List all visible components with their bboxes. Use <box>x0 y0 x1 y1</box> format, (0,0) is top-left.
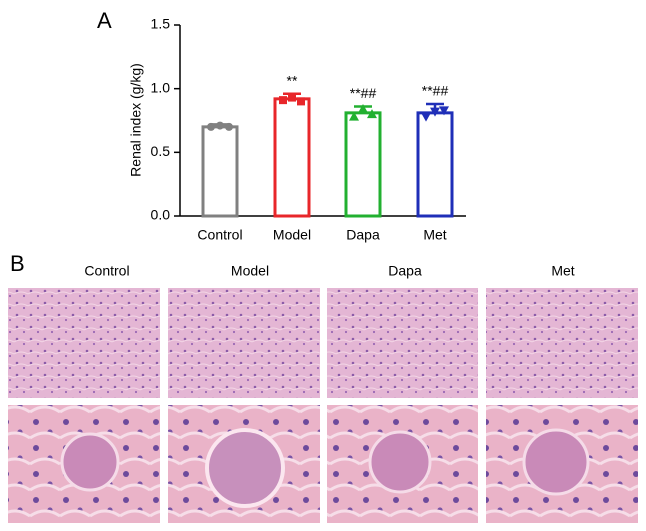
micrograph <box>327 288 478 398</box>
data-point <box>358 104 368 114</box>
bar <box>273 97 311 218</box>
x-tick-label: Dapa <box>346 227 380 243</box>
glomerulus <box>368 430 432 494</box>
data-point <box>279 96 287 105</box>
data-point <box>207 122 215 131</box>
column-label: Met <box>551 263 574 279</box>
x-tick-label: Model <box>273 227 311 243</box>
y-tick-label: 1.5 <box>151 16 171 32</box>
significance-label: **## <box>422 83 449 99</box>
micrograph <box>8 288 160 398</box>
data-point <box>421 112 431 122</box>
data-point <box>367 109 377 119</box>
glomerulus <box>60 432 120 492</box>
column-label: Control <box>84 263 129 279</box>
data-point <box>225 122 233 131</box>
micrograph <box>486 288 638 398</box>
y-tick-label: 1.0 <box>151 79 171 95</box>
x-tick-label: Control <box>197 227 242 243</box>
glomerulus <box>522 428 590 496</box>
histology <box>8 288 638 523</box>
data-point <box>297 97 305 106</box>
x-tick-label: Met <box>423 227 446 243</box>
bar <box>344 111 382 218</box>
significance-label: ** <box>287 72 298 88</box>
micrograph <box>168 288 320 398</box>
data-point <box>216 121 224 130</box>
data-point <box>439 106 449 116</box>
glomerulus <box>205 428 285 508</box>
panel-label: A <box>97 8 112 33</box>
column-label: Model <box>231 263 269 279</box>
significance-label: **## <box>350 85 377 101</box>
column-label: Dapa <box>388 263 422 279</box>
data-point <box>349 111 359 121</box>
data-point <box>288 93 296 102</box>
y-tick-label: 0.0 <box>151 207 171 223</box>
bar <box>201 125 239 218</box>
panel-label: B <box>10 251 25 276</box>
y-axis-label: Renal index (g/kg) <box>128 63 144 177</box>
y-tick-label: 0.5 <box>151 143 171 159</box>
data-point <box>430 107 440 117</box>
bar <box>416 111 454 218</box>
